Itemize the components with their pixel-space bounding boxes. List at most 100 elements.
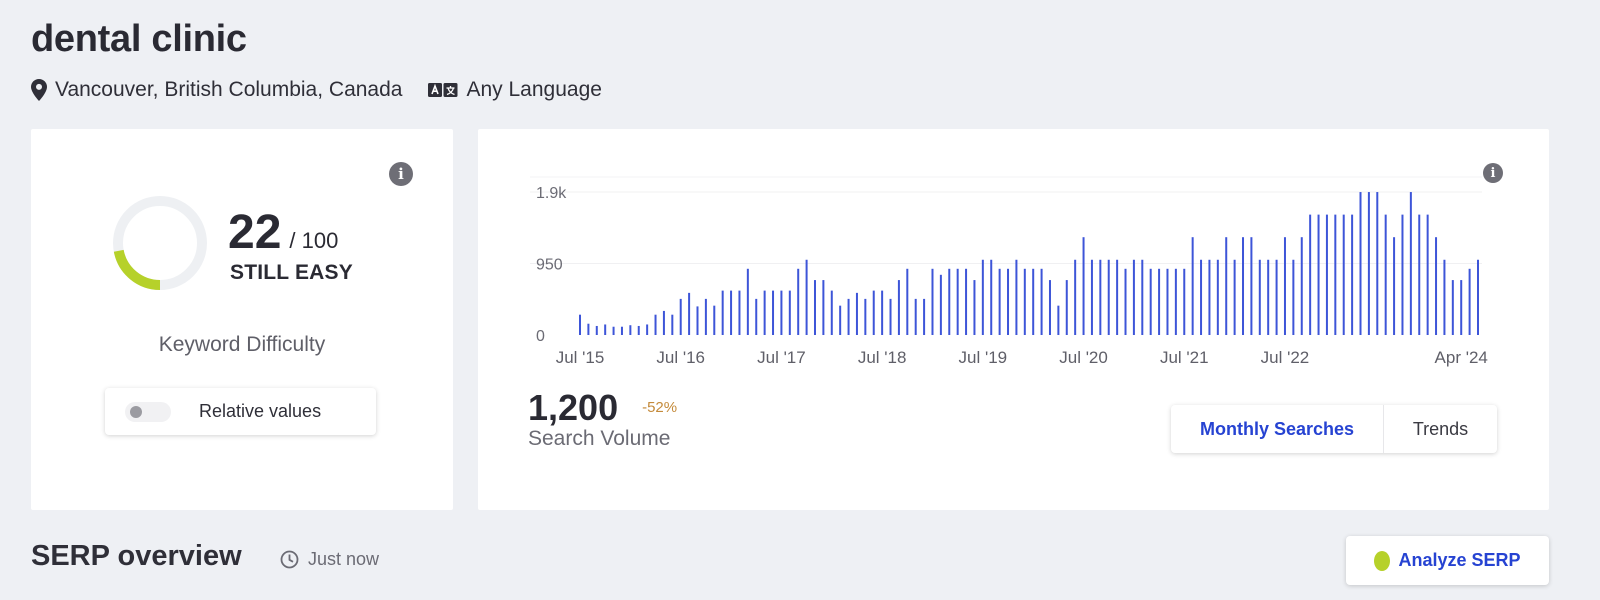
chart-bar[interactable]: [1166, 268, 1169, 335]
chart-bar[interactable]: [780, 290, 783, 335]
chart-bar[interactable]: [1048, 280, 1051, 335]
chart-bar[interactable]: [906, 268, 909, 335]
chart-bar[interactable]: [679, 298, 682, 335]
chart-bar[interactable]: [1149, 268, 1152, 335]
chart-bar[interactable]: [872, 290, 875, 335]
chart-bar[interactable]: [805, 259, 808, 335]
chart-bar[interactable]: [1267, 259, 1270, 335]
chart-bar[interactable]: [1116, 259, 1119, 335]
chart-bar[interactable]: [1468, 268, 1471, 335]
analyze-serp-button[interactable]: Analyze SERP: [1346, 536, 1549, 585]
chart-bar[interactable]: [595, 325, 598, 335]
chart-bar[interactable]: [662, 310, 665, 335]
chart-bar[interactable]: [1124, 268, 1127, 335]
chart-bar[interactable]: [956, 268, 959, 335]
chart-bar[interactable]: [1401, 214, 1404, 335]
relative-values-toggle[interactable]: [125, 401, 171, 422]
chart-bar[interactable]: [1099, 259, 1102, 335]
chart-bar[interactable]: [990, 259, 993, 335]
chart-bar[interactable]: [1158, 268, 1161, 335]
chart-bar[interactable]: [973, 280, 976, 335]
chart-bar[interactable]: [1107, 259, 1110, 335]
chart-bar[interactable]: [704, 298, 707, 335]
chart-bar[interactable]: [1351, 214, 1354, 335]
chart-bar[interactable]: [1384, 214, 1387, 335]
chart-bar[interactable]: [1258, 259, 1261, 335]
chart-bar[interactable]: [637, 325, 640, 335]
chart-bar[interactable]: [1292, 259, 1295, 335]
chart-bar[interactable]: [1426, 214, 1429, 335]
chart-bar[interactable]: [1325, 214, 1328, 335]
chart-bar[interactable]: [772, 290, 775, 335]
chart-bar[interactable]: [713, 305, 716, 335]
chart-bar[interactable]: [730, 290, 733, 335]
chart-bar[interactable]: [1007, 268, 1010, 335]
chart-bar[interactable]: [1393, 237, 1396, 335]
chart-bar[interactable]: [1250, 237, 1253, 335]
chart-bar[interactable]: [965, 268, 968, 335]
chart-bar[interactable]: [763, 290, 766, 335]
chart-bar[interactable]: [755, 298, 758, 335]
chart-bar[interactable]: [1317, 214, 1320, 335]
chart-bar[interactable]: [1409, 192, 1412, 335]
chart-bar[interactable]: [671, 314, 674, 335]
chart-bar[interactable]: [864, 298, 867, 335]
chart-bar[interactable]: [1082, 237, 1085, 335]
chart-bar[interactable]: [1065, 280, 1068, 335]
chart-bar[interactable]: [1183, 268, 1186, 335]
chart-bar[interactable]: [746, 268, 749, 335]
chart-bar[interactable]: [646, 324, 649, 335]
chart-bar[interactable]: [948, 268, 951, 335]
chart-bar[interactable]: [696, 306, 699, 335]
chart-bar[interactable]: [1225, 237, 1228, 335]
chart-bar[interactable]: [1208, 259, 1211, 335]
chart-bar[interactable]: [579, 314, 581, 335]
chart-bar[interactable]: [1283, 237, 1286, 335]
chart-bar[interactable]: [1040, 268, 1043, 335]
chart-bar[interactable]: [1309, 214, 1312, 335]
chart-bar[interactable]: [897, 280, 900, 335]
chart-bar[interactable]: [612, 326, 615, 335]
chart-bar[interactable]: [822, 280, 825, 335]
chart-bar[interactable]: [721, 290, 724, 335]
chart-bar[interactable]: [830, 290, 833, 335]
chart-bar[interactable]: [813, 280, 816, 335]
chart-bar[interactable]: [1174, 268, 1177, 335]
chart-bar[interactable]: [797, 268, 800, 335]
chart-bar[interactable]: [1418, 214, 1421, 335]
chart-bar[interactable]: [1342, 214, 1345, 335]
chart-bar[interactable]: [881, 290, 884, 335]
chart-bar[interactable]: [1132, 259, 1135, 335]
chart-bar[interactable]: [1460, 280, 1463, 335]
chart-bar[interactable]: [620, 326, 623, 335]
language-filter[interactable]: Any Language: [428, 78, 602, 102]
tab-monthly-searches[interactable]: Monthly Searches: [1171, 405, 1384, 453]
chart-bar[interactable]: [1300, 237, 1303, 335]
chart-bar[interactable]: [839, 305, 842, 335]
chart-bar[interactable]: [1200, 259, 1203, 335]
chart-bar[interactable]: [629, 325, 632, 335]
chart-bar[interactable]: [654, 314, 657, 335]
chart-bar[interactable]: [688, 292, 691, 335]
chart-bar[interactable]: [1057, 305, 1060, 335]
chart-bar[interactable]: [1435, 237, 1438, 335]
chart-bar[interactable]: [1367, 192, 1370, 335]
location-filter[interactable]: Vancouver, British Columbia, Canada: [31, 78, 402, 102]
chart-bar[interactable]: [1443, 259, 1446, 335]
chart-bar[interactable]: [1242, 237, 1245, 335]
chart-bar[interactable]: [923, 298, 926, 335]
chart-bar[interactable]: [1074, 259, 1077, 335]
chart-bar[interactable]: [788, 290, 791, 335]
chart-bar[interactable]: [1090, 259, 1093, 335]
chart-bar[interactable]: [981, 259, 984, 335]
chart-bar[interactable]: [889, 298, 892, 335]
info-icon[interactable]: i: [1483, 163, 1503, 183]
chart-bar[interactable]: [604, 324, 607, 335]
info-icon[interactable]: i: [389, 162, 413, 186]
chart-bar[interactable]: [1451, 280, 1454, 335]
chart-bar[interactable]: [1334, 214, 1337, 335]
chart-bar[interactable]: [1015, 259, 1018, 335]
chart-bar[interactable]: [1233, 259, 1236, 335]
chart-bar[interactable]: [1032, 268, 1035, 335]
chart-bar[interactable]: [847, 298, 850, 335]
